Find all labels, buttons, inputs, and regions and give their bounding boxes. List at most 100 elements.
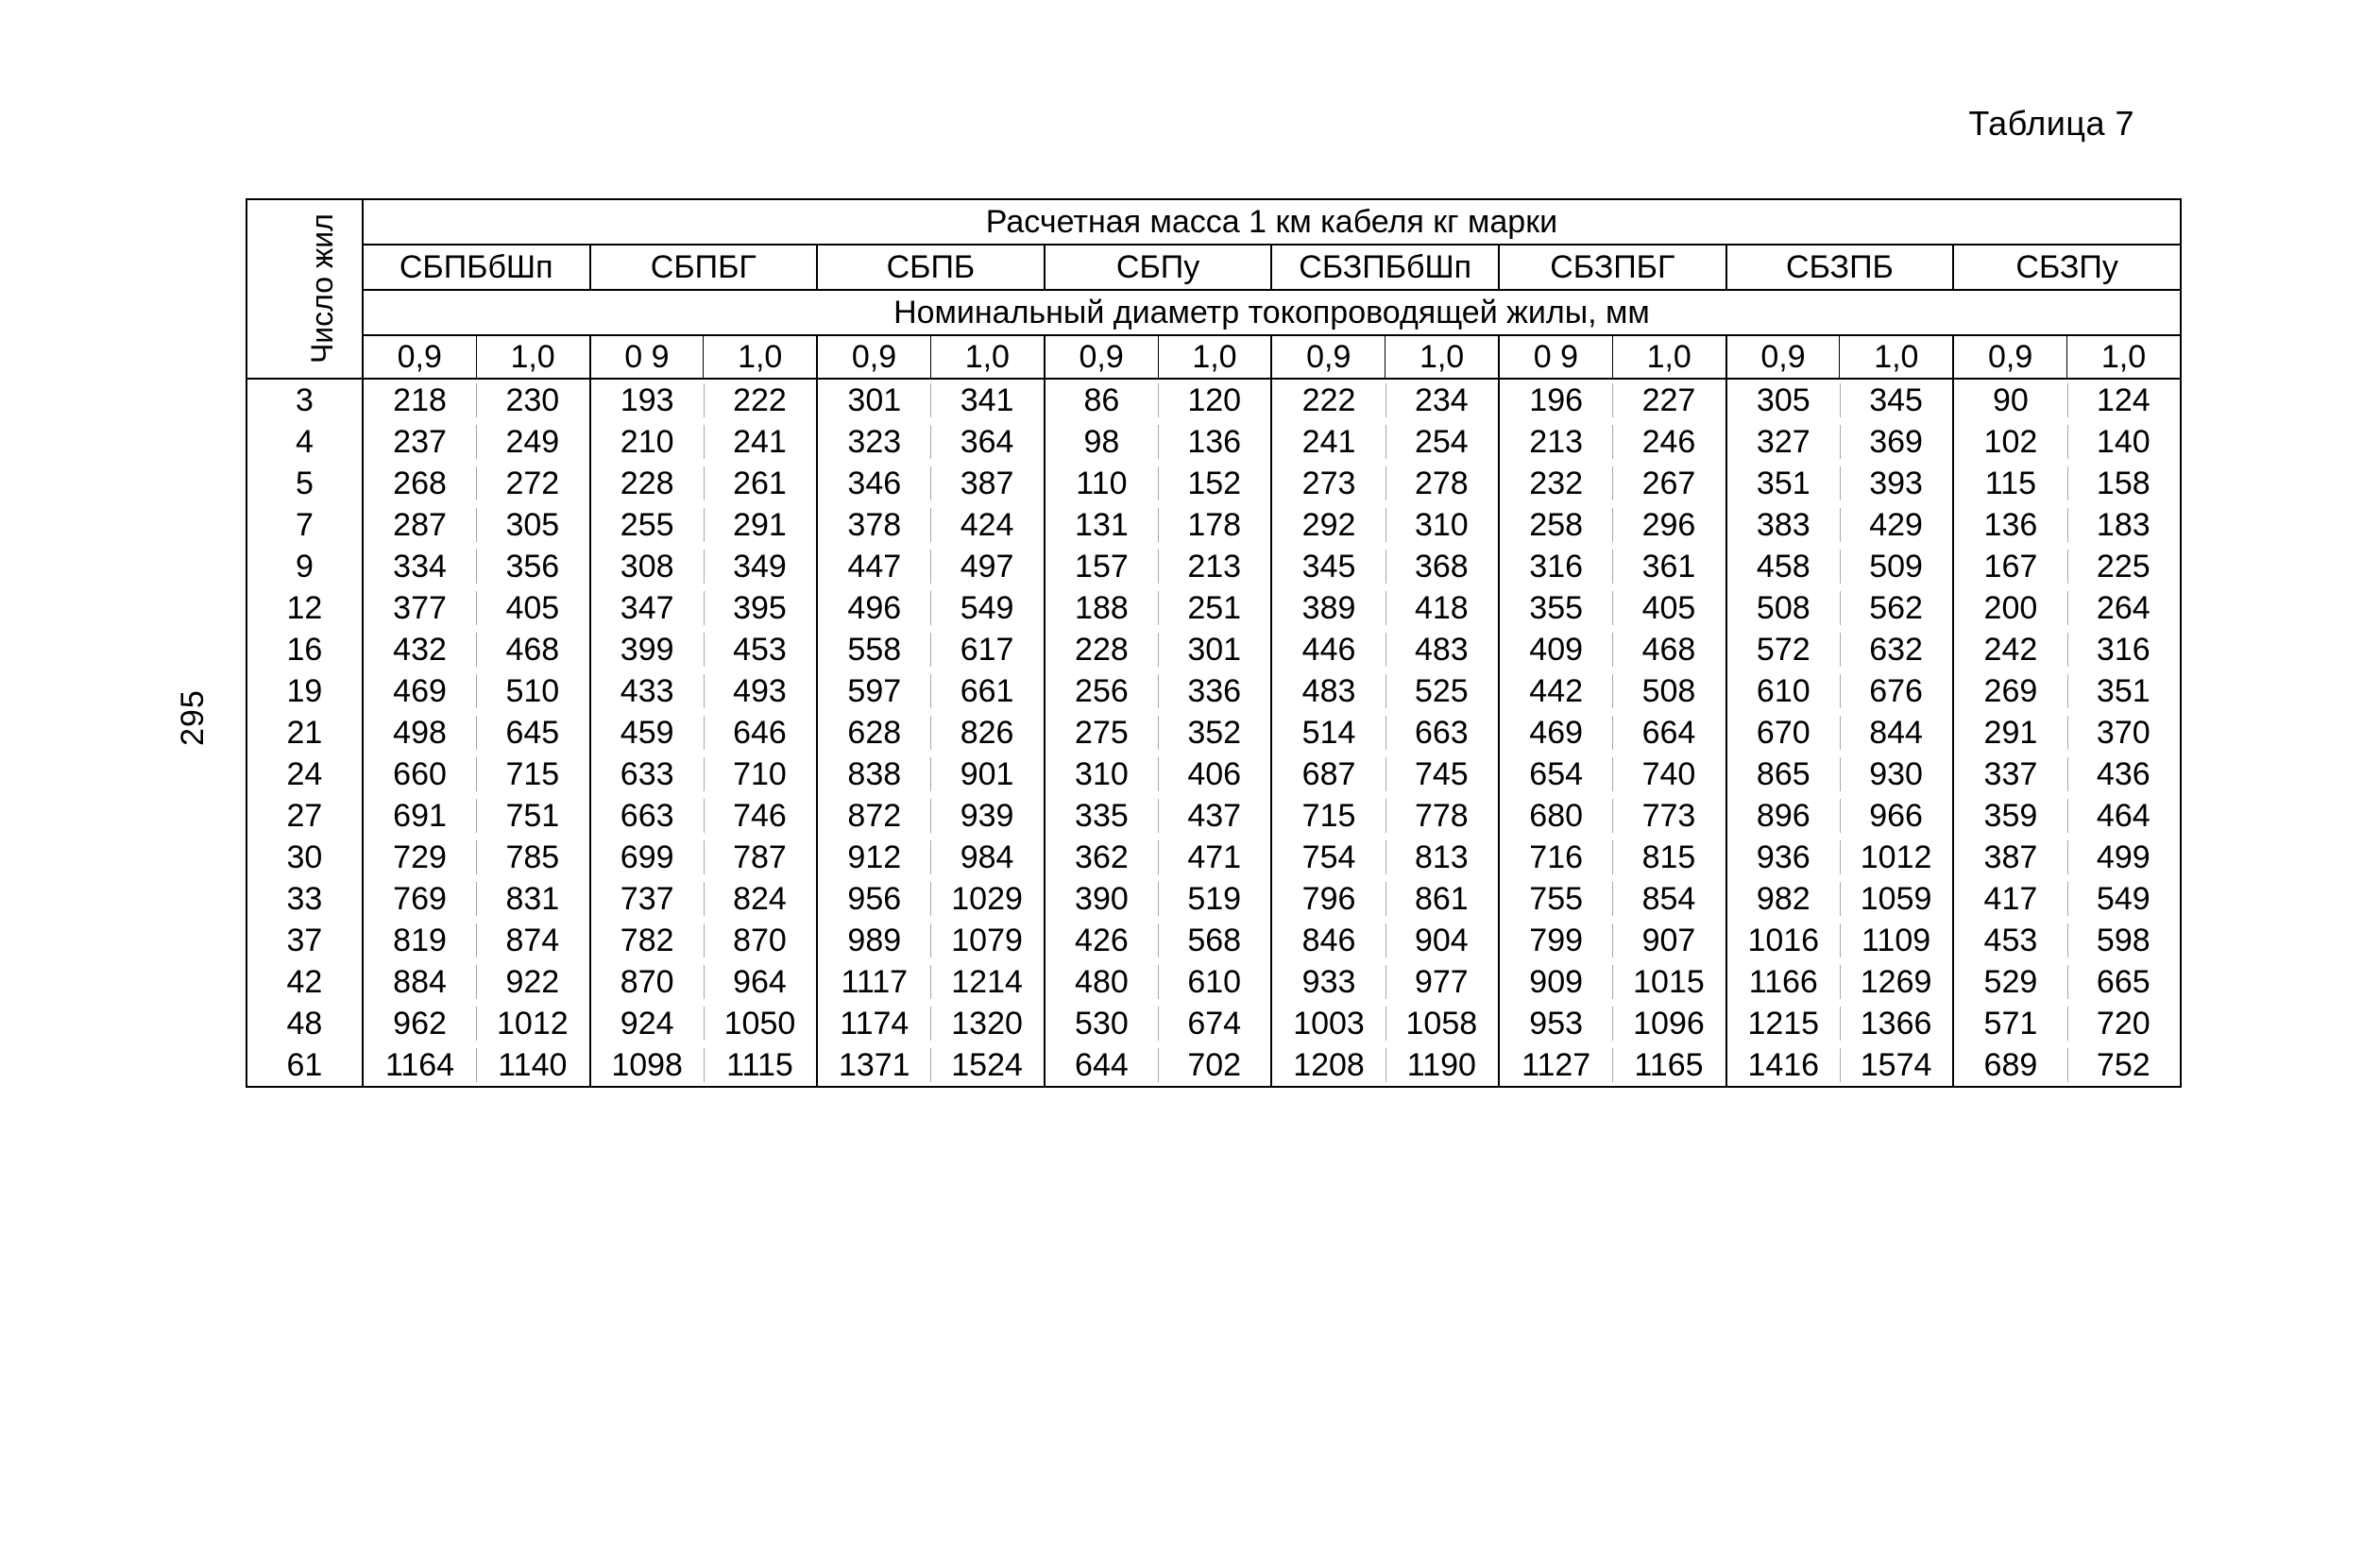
mass-cell: 228: [590, 463, 704, 504]
cores-count: 27: [246, 795, 363, 837]
mass-cell: 196: [1499, 379, 1612, 421]
mass-cell: 213: [1158, 546, 1271, 587]
mass-cell: 426: [1045, 920, 1158, 961]
diameter-header: 0 9: [1499, 335, 1612, 379]
mass-cell: 352: [1158, 712, 1271, 754]
mass-cell: 110: [1045, 463, 1158, 504]
mass-cell: 136: [1158, 421, 1271, 463]
mass-cell: 508: [1726, 587, 1840, 629]
mass-cell: 962: [363, 1003, 476, 1044]
mass-cell: 370: [2067, 712, 2181, 754]
mass-cell: 218: [363, 379, 476, 421]
mass-cell: 689: [1953, 1044, 2066, 1087]
mass-cell: 691: [363, 795, 476, 837]
mass-cell: 956: [817, 878, 930, 920]
cores-count: 48: [246, 1003, 363, 1044]
mass-cell: 242: [1953, 629, 2066, 670]
mass-cell: 645: [476, 712, 589, 754]
mass-cell: 815: [1612, 837, 1726, 878]
mass-cell: 337: [1953, 754, 2066, 795]
mass-cell: 335: [1045, 795, 1158, 837]
mass-cell: 665: [2067, 961, 2181, 1003]
mass-cell: 351: [2067, 670, 2181, 712]
mass-cell: 844: [1840, 712, 1953, 754]
mass-cell: 222: [704, 379, 817, 421]
mass-cell: 361: [1612, 546, 1726, 587]
mass-cell: 98: [1045, 421, 1158, 463]
mass-cell: 442: [1499, 670, 1612, 712]
mass-cell: 227: [1612, 379, 1726, 421]
mass-cell: 210: [590, 421, 704, 463]
mass-cell: 405: [1612, 587, 1726, 629]
diameter-header: 1,0: [2067, 335, 2181, 379]
mass-cell: 922: [476, 961, 589, 1003]
mass-cell: 378: [817, 504, 930, 546]
mass-cell: 225: [2067, 546, 2181, 587]
mass-cell: 269: [1953, 670, 2066, 712]
mass-cell: 680: [1499, 795, 1612, 837]
mass-cell: 301: [1158, 629, 1271, 670]
mass-cell: 1109: [1840, 920, 1953, 961]
mass-cell: 870: [704, 920, 817, 961]
mass-cell: 907: [1612, 920, 1726, 961]
mass-cell: 405: [476, 587, 589, 629]
diameter-header: 1,0: [1612, 335, 1726, 379]
cores-count: 33: [246, 878, 363, 920]
mass-cell: 654: [1499, 754, 1612, 795]
mass-cell: 1003: [1271, 1003, 1385, 1044]
mass-cell: 1366: [1840, 1003, 1953, 1044]
mass-cell: 874: [476, 920, 589, 961]
mass-cell: 158: [2067, 463, 2181, 504]
mass-cell: 292: [1271, 504, 1385, 546]
mass-cell: 1166: [1726, 961, 1840, 1003]
mass-cell: 213: [1499, 421, 1612, 463]
mass-cell: 230: [476, 379, 589, 421]
mass-cell: 406: [1158, 754, 1271, 795]
diameter-header: 0,9: [1953, 335, 2066, 379]
diameter-header: 0 9: [590, 335, 704, 379]
super-header-diameter: Номинальный диаметр токопроводящей жилы,…: [363, 290, 2181, 335]
mass-cell: 904: [1386, 920, 1499, 961]
mass-cell: 663: [590, 795, 704, 837]
brand-header: СБПБГ: [590, 245, 818, 290]
mass-cell: 670: [1726, 712, 1840, 754]
mass-cell: 334: [363, 546, 476, 587]
mass-cell: 751: [476, 795, 589, 837]
mass-cell: 308: [590, 546, 704, 587]
cores-count: 7: [246, 504, 363, 546]
mass-cell: 1012: [1840, 837, 1953, 878]
mass-cell: 865: [1726, 754, 1840, 795]
mass-cell: 368: [1386, 546, 1499, 587]
mass-cell: 498: [363, 712, 476, 754]
mass-cell: 796: [1271, 878, 1385, 920]
mass-cell: 1050: [704, 1003, 817, 1044]
mass-cell: 364: [930, 421, 1044, 463]
cores-count: 4: [246, 421, 363, 463]
mass-cell: 633: [590, 754, 704, 795]
mass-cell: 272: [476, 463, 589, 504]
mass-cell: 228: [1045, 629, 1158, 670]
mass-cell: 1215: [1726, 1003, 1840, 1044]
mass-cell: 1174: [817, 1003, 930, 1044]
mass-cell: 345: [1840, 379, 1953, 421]
table-caption: Таблица 7: [1968, 104, 2134, 144]
mass-cell: 471: [1158, 837, 1271, 878]
mass-cell: 183: [2067, 504, 2181, 546]
mass-cell: 984: [930, 837, 1044, 878]
mass-cell: 256: [1045, 670, 1158, 712]
mass-cell: 200: [1953, 587, 2066, 629]
mass-cell: 355: [1499, 587, 1612, 629]
mass-cell: 417: [1953, 878, 2066, 920]
brand-header: СБПБбШп: [363, 245, 590, 290]
mass-cell: 519: [1158, 878, 1271, 920]
mass-cell: 530: [1045, 1003, 1158, 1044]
mass-cell: 745: [1386, 754, 1499, 795]
mass-cell: 102: [1953, 421, 2066, 463]
mass-cell: 1059: [1840, 878, 1953, 920]
mass-cell: 799: [1499, 920, 1612, 961]
mass-cell: 676: [1840, 670, 1953, 712]
mass-cell: 838: [817, 754, 930, 795]
diameter-header: 0,9: [1271, 335, 1385, 379]
cores-count: 5: [246, 463, 363, 504]
mass-cell: 387: [930, 463, 1044, 504]
